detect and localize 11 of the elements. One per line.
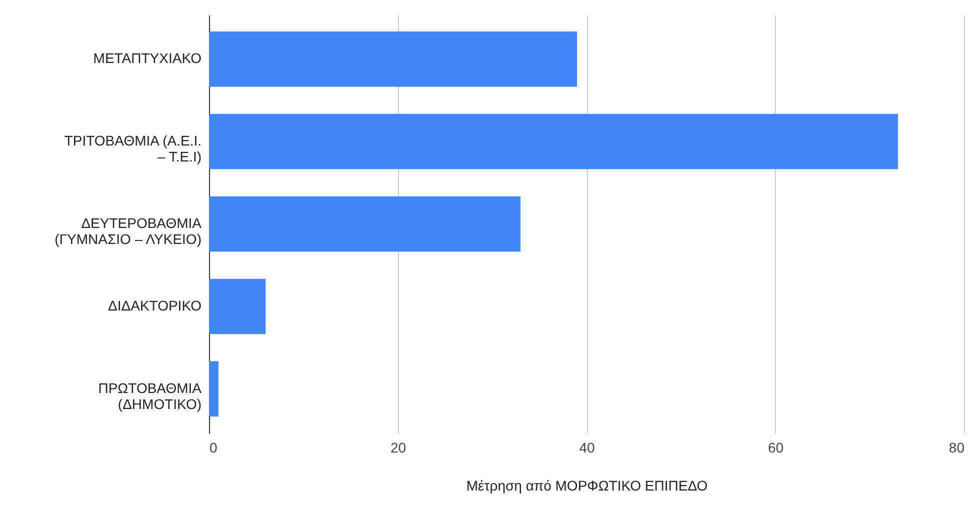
- x-tick-label: 80: [948, 440, 965, 456]
- x-tick-label: 0: [210, 440, 218, 456]
- y-tick-label: ΜΕΤΑΠΤΥΧΙΑΚΟ: [93, 50, 202, 66]
- x-tick-label: 40: [579, 440, 595, 456]
- x-axis-title: Μέτρηση από ΜΟΡΦΩΤΙΚΟ ΕΠΙΠΕΔΟ: [466, 478, 708, 494]
- y-tick-label: ΤΡΙΤΟΒΑΘΜΙΑ (Α.Ε.Ι. – Τ.Ε.Ι): [64, 132, 202, 165]
- x-tick-label: 20: [390, 440, 406, 456]
- y-tick-label: ΔΕΥΤΕΡΟΒΑΘΜΙΑ (ΓΥΜΝΑΣΙΟ – ΛΥΚΕΙΟ): [54, 215, 202, 247]
- y-tick-label: ΔΙΔΑΚΤΟΡΙΚΟ: [108, 297, 202, 314]
- y-tick-label: ΠΡΩΤΟΒΑΘΜΙΑ (ΔΗΜΟΤΙΚΟ): [98, 380, 202, 412]
- x-tick-label: 60: [768, 440, 784, 456]
